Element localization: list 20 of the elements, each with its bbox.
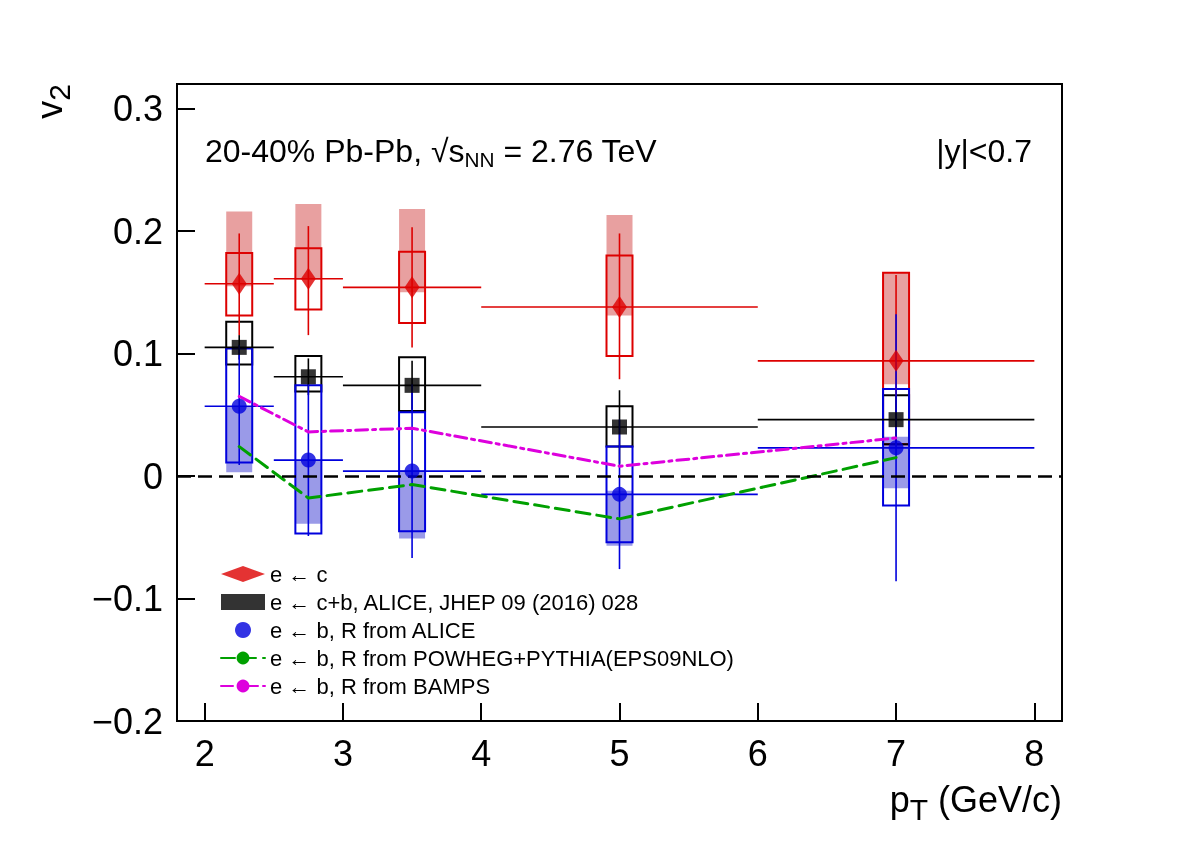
x-axis-title: p$_{T}$ (GeV/c)	[889, 779, 1062, 829]
y-tick-label: −0.1	[91, 578, 163, 619]
legend-label: e ← b, R from ALICE	[270, 617, 476, 643]
annotation: |y|<0.7	[936, 133, 1032, 169]
y-tick-label: −0.2	[91, 700, 163, 742]
legend-label: e ← c	[270, 561, 328, 587]
y-tick-label: 0.2	[112, 210, 163, 252]
x-tick-label: 5	[609, 732, 630, 774]
x-tick-label: 7	[886, 732, 907, 774]
y-tick-label: 0.3	[112, 88, 163, 129]
legend-label: e ← b, R from POWHEG+PYTHIA(EPS09NLO)	[270, 645, 734, 671]
x-tick-label: 2	[194, 732, 215, 774]
x-tick-label: 3	[332, 732, 353, 774]
y-tick-label: 0	[142, 455, 163, 497]
y-tick-label: 0.1	[112, 333, 163, 374]
x-tick-label: 4	[471, 732, 492, 774]
legend-label: e ← b, R from BAMPS	[270, 673, 491, 699]
x-tick-label: 8	[1024, 732, 1045, 774]
x-tick-label: 6	[747, 732, 768, 774]
legend-label: e ← c+b, ALICE, JHEP 09 (2016) 028	[270, 589, 639, 615]
